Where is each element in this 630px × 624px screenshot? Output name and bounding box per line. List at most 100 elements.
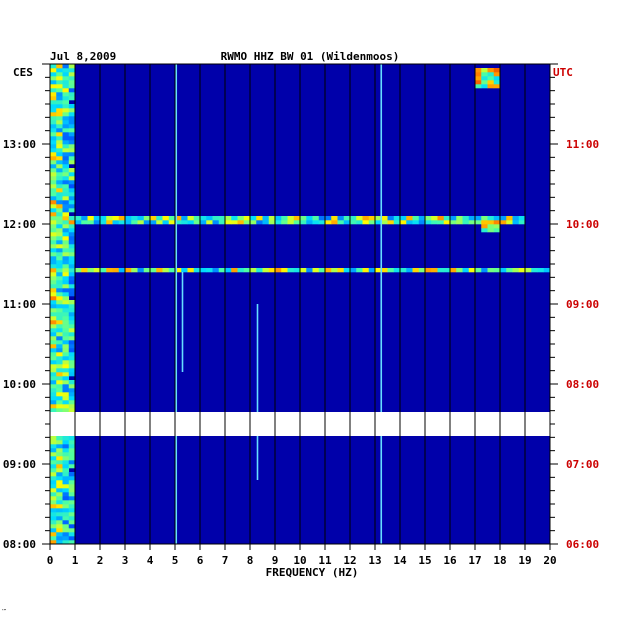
spectrogram-cell (68, 216, 76, 221)
spectrogram-cell (62, 380, 70, 385)
spectrogram-cell (56, 136, 63, 141)
spectrogram-cell (50, 364, 57, 369)
spectrogram-cell (243, 268, 251, 273)
spectrogram-cell (50, 100, 57, 105)
spectrogram-cell (481, 268, 488, 273)
spectrogram-cell (68, 228, 76, 233)
spectrogram-cell (68, 192, 76, 197)
spectrogram-cell (368, 220, 376, 225)
spectrogram-cell (62, 228, 70, 233)
spectrogram-cell (100, 220, 107, 225)
date-label: Jul 8,2009 (50, 50, 116, 63)
spectrogram-cell (56, 196, 63, 201)
spectrogram-cell (325, 220, 332, 225)
spectrogram-cell (56, 316, 63, 321)
spectrogram-cell (537, 268, 545, 273)
spectrogram-cell (225, 268, 232, 273)
spectrogram-cell (50, 260, 57, 265)
spectrogram-cell (50, 80, 57, 85)
spectrogram-cell (93, 268, 101, 273)
spectrogram-cell (337, 220, 345, 225)
y-tick-label-right: 08:00 (566, 378, 599, 391)
spectrogram-cell (50, 384, 57, 389)
spectrogram-cell (50, 220, 57, 225)
spectrogram-cell (181, 216, 188, 221)
spectrogram-cell (62, 528, 70, 533)
spectrogram-cell (68, 88, 76, 93)
spectrogram-cell (56, 532, 63, 537)
spectrogram-cell (62, 268, 70, 273)
spectrogram-cell (56, 332, 63, 337)
spectrogram-cell (68, 524, 76, 529)
spectrogram-cell (62, 328, 70, 333)
spectrogram-cell (50, 496, 57, 501)
spectrogram-cells (50, 64, 551, 545)
spectrogram-cell (50, 280, 57, 285)
spectrogram-cell (50, 196, 57, 201)
spectrogram-cell (50, 380, 57, 385)
spectrogram-cell (50, 160, 57, 165)
spectrogram-cell (350, 216, 357, 221)
spectrogram-cell (68, 444, 76, 449)
spectrogram-cell (62, 212, 70, 217)
spectrogram-cell (481, 220, 488, 225)
spectrogram-cell (50, 204, 57, 209)
spectrogram-cell (131, 216, 138, 221)
spectrogram-cell (68, 120, 76, 125)
spectrogram-cell (62, 272, 70, 277)
spectrogram-cell (362, 216, 370, 221)
x-tick-label: 9 (272, 554, 279, 567)
spectrogram-cell (62, 384, 70, 389)
spectrogram-cell (62, 436, 70, 441)
spectrogram-cell (62, 280, 70, 285)
spectrogram-cell (68, 132, 76, 137)
spectrogram-cell (68, 316, 76, 321)
x-axis-title: FREQUENCY (HZ) (266, 566, 359, 579)
spectrogram-cell (68, 472, 76, 477)
spectrogram-cell (487, 76, 495, 81)
spectrogram-cell (393, 220, 401, 225)
spectrogram-cell (287, 216, 295, 221)
spectrogram-cell (56, 256, 63, 261)
spectrogram-cell (56, 492, 63, 497)
spectrogram-cell (68, 112, 76, 117)
spectrogram-cell (68, 392, 76, 397)
spectrogram-cell (50, 404, 57, 409)
spectrogram-cell (62, 404, 70, 409)
spectrogram-cell (431, 216, 438, 221)
spectrogram-cell (493, 220, 501, 225)
spectrogram-cell (62, 220, 70, 225)
spectrogram-cell (56, 444, 63, 449)
spectrogram-cell (56, 280, 63, 285)
spectrogram-cell (262, 220, 270, 225)
spectrogram-cell (50, 124, 57, 129)
spectrogram-cell (56, 284, 63, 289)
spectrogram-cell (50, 88, 57, 93)
spectrogram-cell (56, 84, 63, 89)
spectrogram-cell (493, 68, 501, 73)
spectrogram-cell (56, 148, 63, 153)
spectrogram-cell (68, 460, 76, 465)
spectrogram-cell (50, 108, 57, 113)
spectrogram-cell (187, 216, 195, 221)
spectrogram-cell (50, 64, 57, 69)
spectrogram-cell (475, 84, 482, 89)
spectrogram-cell (68, 408, 76, 413)
y-tick-label-left: 11:00 (3, 298, 36, 311)
spectrogram-cell (393, 216, 401, 221)
spectrogram-cell (475, 72, 482, 77)
spectrogram-cell (62, 324, 70, 329)
spectrogram-cell (56, 156, 63, 161)
spectrogram-cell (68, 304, 76, 309)
spectrogram-cell (62, 308, 70, 313)
spectrogram-cell (131, 268, 138, 273)
spectrogram-cell (343, 216, 351, 221)
spectrogram-cell (62, 508, 70, 513)
spectrogram-cell (56, 96, 63, 101)
spectrogram-cell (62, 100, 70, 105)
spectrogram-cell (68, 80, 76, 85)
spectrogram-cell (125, 220, 132, 225)
spectrogram-cell (150, 216, 157, 221)
x-tick-label: 10 (293, 554, 306, 567)
spectrogram-cell (500, 220, 507, 225)
